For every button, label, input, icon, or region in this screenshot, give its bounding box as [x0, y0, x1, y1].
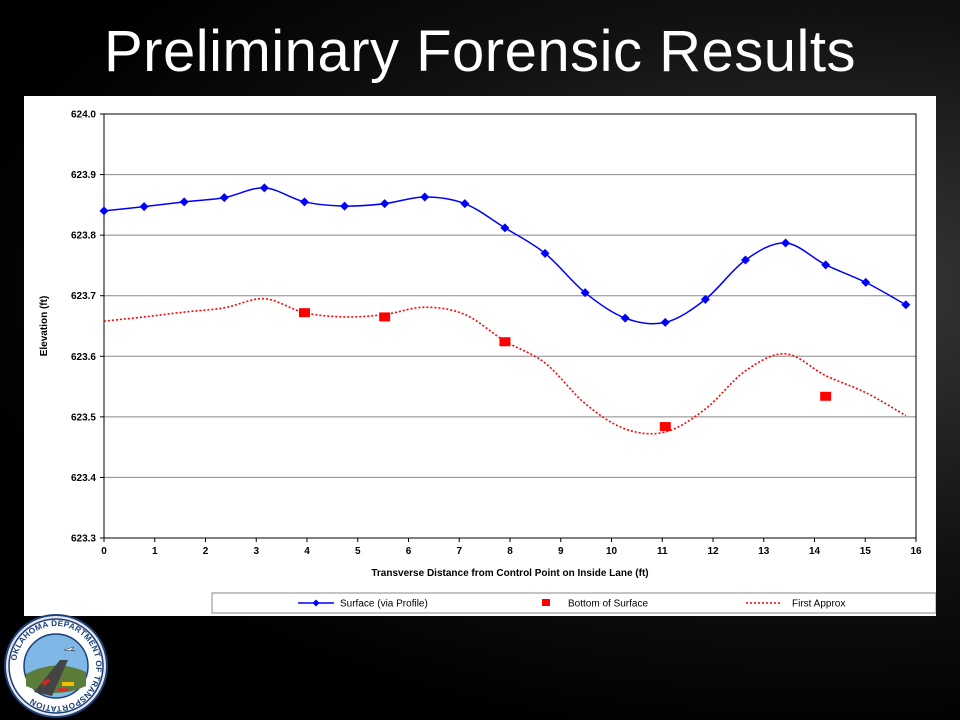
grid-lines: [100, 113, 917, 542]
x-tick-label: 0: [101, 546, 107, 557]
x-tick-label: 7: [456, 546, 462, 557]
surface-profile-point: [380, 199, 390, 209]
odot-seal-logo: OKLAHOMA DEPARTMENT OF TRANSPORTATION: [4, 614, 108, 718]
surface-profile-line: [103, 187, 907, 325]
y-tick-label: 623.3: [71, 534, 96, 545]
data-series: [99, 183, 911, 435]
plot-area-border: [103, 113, 917, 539]
x-tick-label: 10: [606, 546, 618, 557]
surface-profile-point: [420, 192, 430, 202]
y-tick-label: 623.9: [71, 170, 96, 181]
x-tick-label: 15: [860, 546, 872, 557]
legend-swatch: [542, 599, 550, 606]
surface-profile-point: [540, 248, 550, 258]
x-tick-label: 16: [910, 546, 922, 557]
legend-box: [211, 592, 936, 614]
bottom-of-surface-point: [659, 422, 671, 432]
surface-profile-point: [700, 294, 710, 304]
legend-label: Bottom of Surface: [568, 599, 648, 610]
x-tick-label: 12: [707, 546, 719, 557]
x-axis-label: Transverse Distance from Control Point o…: [371, 568, 648, 579]
y-tick-label: 624.0: [71, 110, 96, 121]
chart-panel: 623.3 623.4 623.5 623.6 623.7 623.8 623.9 624.0…: [24, 96, 936, 616]
x-tick-label: 3: [253, 546, 259, 557]
first-approx-line: [103, 297, 907, 435]
surface-profile-point: [179, 197, 189, 207]
surface-profile-point: [781, 238, 791, 248]
surface-profile-point: [500, 223, 510, 233]
legend-label: Surface (via Profile): [340, 599, 428, 610]
surface-profile-point: [861, 277, 871, 287]
surface-profile-point: [740, 255, 750, 265]
bottom-of-surface-point: [499, 337, 511, 347]
surface-profile-point: [340, 201, 350, 211]
x-tick-label: 5: [355, 546, 361, 557]
bottom-of-surface-point: [820, 391, 832, 401]
legend-label: First Approx: [792, 599, 845, 610]
legend-swatch-marker: [312, 599, 320, 607]
surface-profile-point: [99, 206, 109, 216]
surface-profile-point: [821, 260, 831, 270]
elevation-chart: 623.3 623.4 623.5 623.6 623.7 623.8 623.9 624.0…: [39, 110, 936, 614]
bottom-of-surface-point: [379, 312, 391, 322]
y-tick-label: 623.4: [71, 473, 96, 484]
surface-profile-point: [139, 202, 149, 212]
surface-profile-point: [660, 317, 670, 327]
x-tick-label: 13: [758, 546, 770, 557]
y-tick-label: 623.8: [71, 231, 96, 242]
x-tick-label: 8: [507, 546, 513, 557]
surface-profile-point: [219, 193, 229, 203]
x-tick-label: 4: [304, 546, 310, 557]
legend: Surface (via Profile) Bottom of Surface Fi…: [211, 592, 936, 614]
surface-profile-point: [580, 288, 590, 298]
y-tick-labels: 623.3 623.4 623.5 623.6 623.7 623.8 623.9 624.0: [71, 110, 96, 545]
y-tick-label: 623.5: [71, 412, 96, 423]
x-tick-label: 11: [657, 546, 668, 557]
surface-profile-point: [299, 197, 309, 207]
x-tick-labels: 0 1 2 3 4 5 6 7 8 9 10 11 12 13 14 15 16: [101, 546, 922, 557]
surface-profile-point: [620, 313, 630, 323]
y-tick-label: 623.7: [71, 291, 96, 302]
x-tick-label: 9: [558, 546, 564, 557]
y-axis-label: Elevation (ft): [39, 296, 50, 357]
y-tick-label: 623.6: [71, 352, 96, 363]
surface-profile-point: [259, 183, 269, 193]
x-tick-label: 2: [203, 546, 209, 557]
x-tick-label: 14: [809, 546, 821, 557]
x-tick-label: 1: [152, 546, 158, 557]
surface-profile-point: [901, 300, 911, 310]
slide-title: Preliminary Forensic Results: [103, 19, 857, 84]
x-tick-label: 6: [406, 546, 412, 557]
surface-profile-point: [460, 199, 470, 209]
